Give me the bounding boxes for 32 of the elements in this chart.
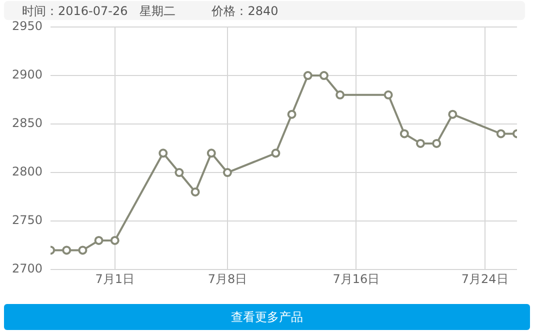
point [448,110,458,119]
point [206,148,216,158]
point [400,129,409,138]
point [174,168,184,178]
point [336,90,345,100]
point [110,236,120,245]
x-tick-label: 7月1日 [95,272,135,286]
x-tick-label: 7月16日 [332,272,380,286]
point [303,71,312,80]
point [319,71,328,80]
y-tick-label: 2750 [12,213,43,228]
y-tick-label: 2850 [12,116,43,130]
point [158,148,168,158]
point [94,236,104,245]
point [496,129,506,138]
point [432,138,442,148]
point [287,110,296,119]
point [62,246,72,255]
chart-title: 时间：2016-07-26 星期二 价格：2840 [4,1,525,20]
y-tick-label: 2900 [12,68,43,82]
point [78,246,88,255]
point [271,148,280,158]
point [222,168,232,178]
x-tick-label: 7月8日 [208,272,248,286]
point [416,138,425,148]
y-tick-label: 2950 [12,19,43,34]
x-tick-label: 7月24日 [461,272,508,286]
y-tick-label: 2800 [12,164,43,179]
point [190,187,200,196]
more-button: 查看更多产品 [4,304,530,330]
point [384,90,393,100]
y-tick-label: 2700 [12,262,43,276]
